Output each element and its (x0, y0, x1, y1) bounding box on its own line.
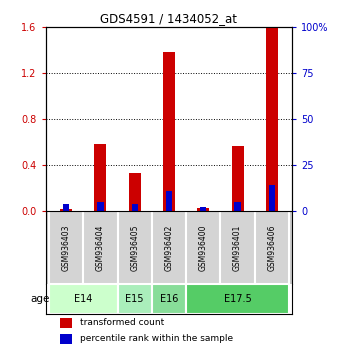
Text: E16: E16 (160, 294, 178, 304)
Bar (166, 191, 172, 211)
Text: GSM936404: GSM936404 (96, 224, 105, 271)
Bar (97, 202, 103, 211)
Bar (63, 204, 69, 211)
Title: GDS4591 / 1434052_at: GDS4591 / 1434052_at (100, 12, 238, 25)
Bar (186, 284, 289, 314)
Bar (163, 52, 175, 211)
Text: GSM936403: GSM936403 (62, 224, 71, 271)
Bar (118, 211, 152, 284)
Bar (60, 209, 72, 211)
Bar (200, 207, 207, 211)
Bar (49, 211, 83, 284)
Bar (266, 27, 278, 211)
Text: GSM936401: GSM936401 (233, 224, 242, 271)
Bar (152, 211, 186, 284)
Bar (197, 208, 209, 211)
Bar (269, 185, 275, 211)
Text: age: age (30, 294, 50, 304)
Text: E14: E14 (74, 294, 93, 304)
Bar (232, 147, 244, 211)
Bar (118, 284, 152, 314)
Bar (94, 144, 106, 211)
Text: transformed count: transformed count (80, 318, 164, 327)
Text: GSM936405: GSM936405 (130, 224, 139, 271)
Text: E15: E15 (125, 294, 144, 304)
Bar (61, 334, 72, 344)
Bar (235, 202, 241, 211)
Bar (152, 284, 186, 314)
Bar (129, 173, 141, 211)
Bar (131, 204, 138, 211)
Bar (49, 284, 118, 314)
Text: GSM936400: GSM936400 (199, 224, 208, 271)
Text: GSM936406: GSM936406 (267, 224, 276, 271)
Bar (255, 211, 289, 284)
Bar (186, 211, 220, 284)
Text: GSM936402: GSM936402 (165, 224, 173, 271)
Text: percentile rank within the sample: percentile rank within the sample (80, 334, 233, 343)
Bar (220, 211, 255, 284)
Bar (61, 318, 72, 328)
Bar (83, 211, 118, 284)
Text: E17.5: E17.5 (224, 294, 251, 304)
